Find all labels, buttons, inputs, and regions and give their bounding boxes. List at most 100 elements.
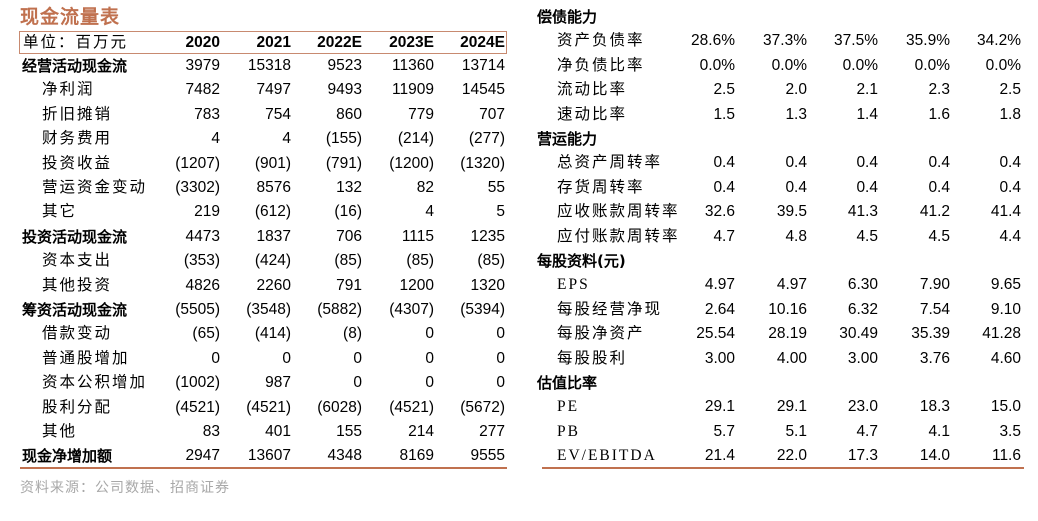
cell-value: (1002) — [175, 374, 220, 392]
cell-value: 2.64 — [704, 300, 735, 318]
cell-value: 4.60 — [990, 349, 1021, 367]
cell-value: 0.4 — [785, 178, 807, 196]
row-label: 存货周转率 — [557, 178, 645, 196]
cell-value: 28.19 — [768, 325, 807, 343]
cell-value: (6028) — [317, 398, 362, 416]
row-label: 折旧摊销 — [42, 105, 113, 123]
section-row: 投资活动现金流 4473 1837 706 1115 1235 — [20, 225, 507, 249]
cell-value: 8576 — [256, 179, 291, 196]
row-label: 其他 — [42, 423, 78, 440]
cell-value: 7.54 — [919, 300, 950, 318]
cell-value: (901) — [254, 154, 291, 172]
cell-value: 13714 — [461, 57, 505, 74]
cell-value: 41.3 — [847, 203, 878, 221]
cell-value: (85) — [477, 252, 505, 270]
cell-value: 4348 — [327, 447, 362, 465]
section-row: 现金净增加额 2947 13607 4348 8169 9555 — [20, 444, 507, 468]
cell-value: 0.4 — [856, 178, 878, 196]
row-label: 资产负债率 — [557, 32, 645, 50]
cell-value: (424) — [254, 252, 291, 270]
cell-value: 707 — [479, 105, 505, 123]
cell-value: 4.8 — [785, 227, 807, 245]
row-label: 其它 — [42, 203, 78, 221]
row-label: 流动比率 — [557, 81, 628, 99]
table-row: 每股股利 3.00 4.00 3.00 3.76 4.60 — [520, 347, 1030, 371]
table-row: 每股净资产 25.54 28.19 30.49 35.39 41.28 — [520, 322, 1030, 346]
cell-value: 0 — [353, 349, 362, 367]
row-label: 股利分配 — [42, 398, 113, 416]
cell-value: 25.54 — [696, 325, 735, 343]
cell-value: 0.4 — [928, 154, 950, 172]
cell-value: (4521) — [175, 398, 220, 416]
cell-value: (65) — [192, 325, 220, 343]
cell-value: 4 — [282, 130, 291, 148]
cell-value: 3.76 — [919, 349, 950, 367]
cell-value: 4 — [211, 130, 220, 148]
table-row: 存货周转率 0.4 0.4 0.4 0.4 0.4 — [520, 176, 1030, 200]
cell-value: 5.7 — [713, 422, 735, 440]
cell-value: 1200 — [399, 276, 434, 294]
cell-value: 32.6 — [704, 203, 735, 221]
section-row: 偿债能力 — [520, 5, 1030, 29]
cell-value: 9.10 — [990, 300, 1021, 318]
cell-value: 9523 — [327, 57, 362, 74]
table-row: 股利分配 (4521) (4521) (6028) (4521) (5672) — [20, 396, 507, 420]
section-row: 估值比率 — [520, 371, 1030, 395]
row-label: 应付账款周转率 — [557, 227, 680, 245]
cell-value: (1320) — [460, 154, 505, 172]
table-row: 流动比率 2.5 2.0 2.1 2.3 2.5 — [520, 78, 1030, 102]
section-row: 筹资活动现金流 (5505) (3548) (5882) (4307) (5394) — [20, 298, 507, 322]
table-row: 折旧摊销 783 754 860 779 707 — [20, 103, 507, 127]
cell-value: 4.97 — [776, 276, 807, 294]
year-header: 2021 — [256, 34, 291, 51]
cell-value: 11.6 — [991, 447, 1021, 465]
cell-value: 29.1 — [704, 398, 735, 416]
year-header: 2020 — [185, 34, 220, 51]
cell-value: 2260 — [256, 276, 291, 294]
cell-value: 0.4 — [928, 178, 950, 196]
table-row: 净负债比率 0.0% 0.0% 0.0% 0.0% 0.0% — [520, 54, 1030, 78]
cell-value: 2.5 — [713, 81, 735, 99]
table-row: 投资收益 (1207) (901) (791) (1200) (1320) — [20, 152, 507, 176]
cell-value: 0 — [425, 374, 434, 392]
table-row: 每股经营净现 2.64 10.16 6.32 7.54 9.10 — [520, 298, 1030, 322]
cell-value: 28.6% — [691, 32, 735, 50]
cell-value: 1320 — [470, 276, 505, 294]
cell-value: (85) — [334, 252, 362, 270]
cell-value: (85) — [406, 252, 434, 270]
cell-value: 9493 — [327, 81, 362, 99]
cell-value: 791 — [336, 276, 362, 294]
year-header: 2022E — [317, 34, 362, 51]
row-label: 总资产周转率 — [557, 154, 663, 172]
cell-value: 779 — [408, 105, 434, 123]
table-row: 其他 83 401 155 214 277 — [20, 420, 507, 444]
row-label: 资本公积增加 — [42, 374, 148, 392]
cell-value: 15.0 — [990, 398, 1021, 416]
row-label: 借款变动 — [42, 325, 113, 343]
cell-value: 23.0 — [847, 398, 878, 416]
cell-value: 0.0% — [842, 56, 878, 74]
table-row: 资产负债率 28.6% 37.3% 37.5% 35.9% 34.2% — [520, 29, 1030, 53]
cell-value: 6.30 — [847, 276, 878, 294]
cell-value: (5505) — [175, 301, 220, 318]
cell-value: (155) — [325, 130, 362, 148]
cell-value: (612) — [254, 203, 291, 221]
cell-value: (4521) — [389, 398, 434, 416]
table-row: EPS 4.97 4.97 6.30 7.90 9.65 — [520, 273, 1030, 297]
table-row: PB 5.7 5.1 4.7 4.1 3.5 — [520, 420, 1030, 444]
cell-value: 21.4 — [704, 447, 735, 465]
table-row: EV/EBITDA 21.4 22.0 17.3 14.0 11.6 — [520, 444, 1030, 468]
header-row: 单位：百万元 2020 2021 2022E 2023E 2024E — [20, 31, 507, 55]
cell-value: 0.4 — [999, 178, 1021, 196]
cell-value: 4.1 — [928, 422, 950, 440]
cell-value: 17.3 — [847, 447, 878, 465]
cell-value: 0.0% — [771, 56, 807, 74]
cell-value: 7.90 — [919, 276, 950, 294]
cell-value: 706 — [336, 227, 362, 245]
cell-value: 2.5 — [999, 81, 1021, 99]
cell-value: 987 — [265, 374, 291, 392]
cell-value: 5.1 — [785, 422, 807, 440]
cell-value: 2.1 — [856, 81, 878, 99]
cell-value: 18.3 — [919, 398, 950, 416]
cell-value: (1200) — [389, 154, 434, 172]
